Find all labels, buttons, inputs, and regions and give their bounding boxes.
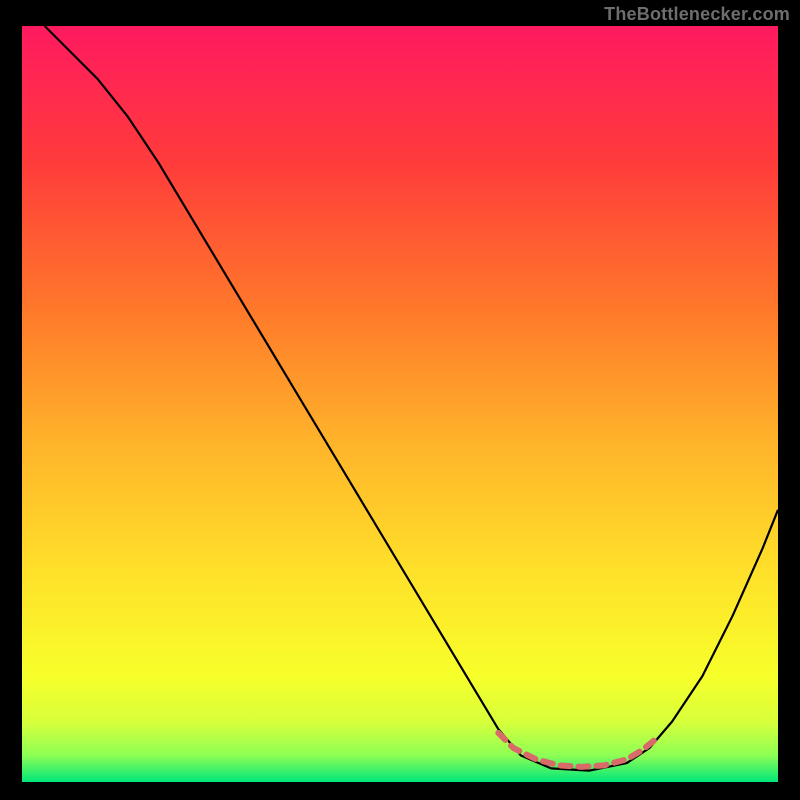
- chart-container: TheBottlenecker.com: [0, 0, 800, 800]
- plot-gradient-background: [22, 26, 778, 782]
- chart-svg: [0, 0, 800, 800]
- watermark-text: TheBottlenecker.com: [604, 4, 790, 25]
